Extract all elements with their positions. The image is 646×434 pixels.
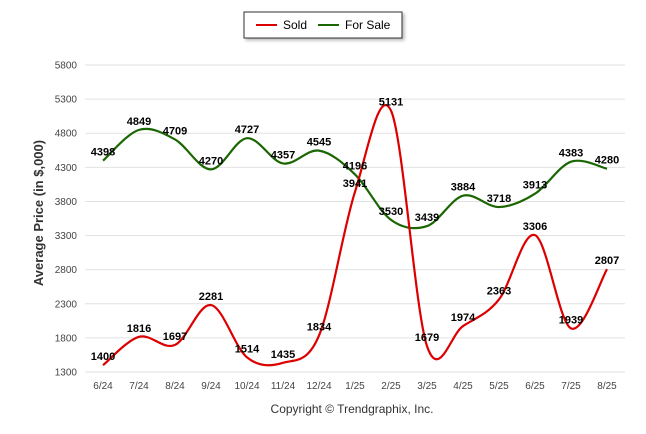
y-tick-label: 2300 (55, 299, 78, 310)
data-label-sold: 1697 (163, 331, 187, 343)
data-label-sold: 1834 (307, 322, 332, 334)
x-tick-label: 8/25 (597, 381, 617, 392)
y-tick-label: 4300 (55, 163, 78, 174)
data-label-for-sale: 4196 (343, 160, 367, 172)
data-label-for-sale: 4709 (163, 125, 187, 137)
data-label-for-sale: 3913 (523, 180, 547, 192)
data-label-sold: 3306 (523, 221, 547, 233)
x-tick-label: 9/24 (201, 381, 221, 392)
y-axis-label: Average Price (in $,000) (31, 140, 46, 286)
data-label-for-sale: 4398 (91, 147, 115, 159)
series-line-sold (102, 104, 608, 367)
x-tick-label: 5/25 (489, 381, 509, 392)
y-axis-ticks: 1300 1800 2300 2800 3300 3800 4300 4800 5300 5800 (55, 61, 78, 379)
x-tick-label: 11/24 (271, 381, 296, 392)
x-tick-label: 7/24 (129, 381, 149, 392)
data-label-for-sale: 4727 (235, 124, 259, 136)
x-tick-label: 7/25 (561, 381, 581, 392)
y-tick-label: 5300 (55, 95, 78, 106)
x-tick-label: 10/24 (234, 381, 259, 392)
legend-label-sold: Sold (283, 18, 307, 32)
data-label-for-sale: 4545 (307, 137, 331, 149)
data-label-sold: 1435 (271, 349, 295, 361)
data-label-sold: 1939 (559, 314, 583, 326)
grid (85, 64, 625, 373)
data-label-sold: 1514 (235, 343, 260, 355)
data-labels: 1400 1816 1697 2281 1514 1435 1834 3941 5131 1679… (91, 97, 619, 364)
data-label-sold: 1974 (451, 312, 476, 324)
data-label-for-sale: 4270 (199, 155, 223, 167)
data-label-for-sale: 4357 (271, 149, 295, 161)
data-label-sold: 5131 (379, 97, 403, 109)
x-tick-label: 3/25 (417, 381, 437, 392)
x-tick-label: 4/25 (453, 381, 473, 392)
x-tick-label: 1/25 (345, 381, 365, 392)
data-label-for-sale: 3439 (415, 212, 439, 224)
data-label-for-sale: 3718 (487, 193, 511, 205)
legend: Sold For Sale (243, 11, 403, 39)
series-lines (102, 104, 608, 367)
y-tick-label: 2800 (55, 265, 78, 276)
data-label-for-sale: 4383 (559, 148, 583, 160)
y-tick-label: 5800 (55, 61, 78, 72)
data-label-sold: 1679 (415, 332, 439, 344)
series-line-for-sale (102, 127, 608, 230)
data-label-sold: 2281 (199, 291, 223, 303)
legend-label-for-sale: For Sale (345, 18, 391, 32)
y-tick-label: 1800 (55, 333, 78, 344)
data-label-for-sale: 3530 (379, 206, 403, 218)
data-label-for-sale: 3884 (451, 182, 476, 194)
y-tick-label: 3300 (55, 231, 78, 242)
x-tick-label: 6/25 (525, 381, 545, 392)
y-tick-label: 4800 (55, 129, 78, 140)
data-label-sold: 1816 (127, 323, 151, 335)
y-tick-label: 3800 (55, 197, 78, 208)
data-label-sold: 1400 (91, 351, 115, 363)
x-tick-label: 6/24 (93, 381, 113, 392)
x-tick-label: 12/24 (306, 381, 331, 392)
data-label-for-sale: 4849 (127, 116, 151, 128)
data-label-sold: 3941 (343, 178, 367, 190)
x-axis-ticks: 6/24 7/24 8/24 9/24 10/24 11/24 12/24 1/25 2/25 3… (93, 381, 617, 392)
x-tick-label: 8/24 (165, 381, 185, 392)
x-tick-label: 2/25 (381, 381, 401, 392)
y-tick-label: 1300 (55, 368, 78, 379)
copyright-text: Copyright © Trendgraphix, Inc. (271, 402, 434, 416)
data-label-for-sale: 4280 (595, 155, 619, 167)
data-label-sold: 2363 (487, 285, 511, 297)
data-label-sold: 2807 (595, 255, 619, 267)
